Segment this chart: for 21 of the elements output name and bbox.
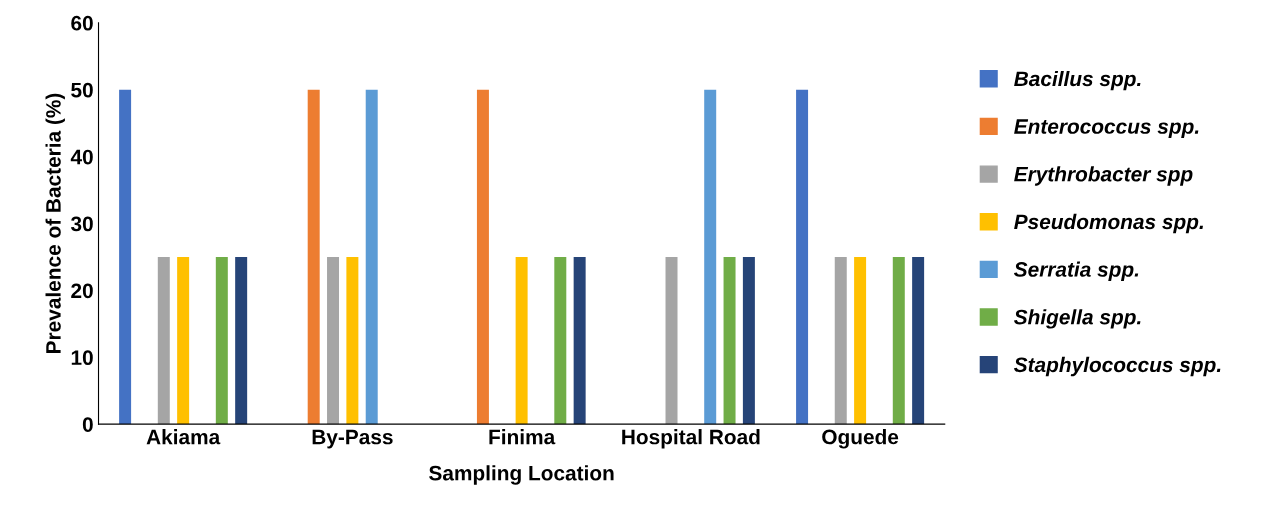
x-tick-label: Akiama [146, 429, 221, 445]
y-tick-label: 40 [70, 149, 93, 165]
y-tick-label: 50 [71, 82, 93, 98]
x-tick-label: By-Pass [312, 429, 393, 449]
y-tick-label: 0 [82, 417, 93, 432]
x-tick-label: Hospital Road [622, 429, 760, 449]
legend-label: Serratia spp. [1013, 261, 1139, 281]
x-axis-title: Sampling Location [429, 465, 614, 485]
legend-label: Shigella spp. [1013, 309, 1141, 329]
y-axis-title: Prevalence of Bacteria (%) [45, 93, 65, 353]
y-tick-label: 60 [71, 15, 93, 31]
legend-label: Pseudomonas spp. [1014, 213, 1203, 234]
y-tick-label: 30 [70, 216, 93, 232]
legend-label: Enterococcus spp. [1014, 119, 1199, 138]
x-tick-label: Oguede [822, 429, 899, 449]
y-tick-label: 20 [71, 283, 93, 299]
legend-label: Bacillus spp. [1014, 70, 1141, 91]
legend-label: Erythrobacter spp [1014, 166, 1193, 186]
y-tick-label: 10 [71, 350, 93, 366]
x-tick-label: Finima [489, 429, 556, 445]
legend-label: Staphylococcus spp. [1013, 356, 1221, 377]
